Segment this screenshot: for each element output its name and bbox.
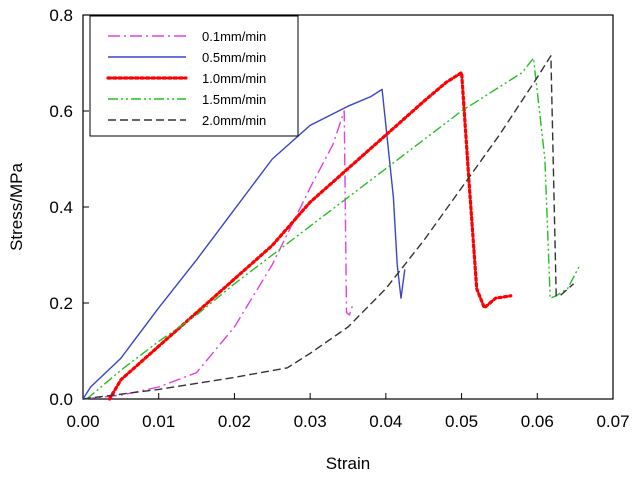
legend: 0.1mm/min 0.5mm/min 1.0mm/min 1.5mm/min 2.0m… <box>89 15 299 137</box>
x-tick-label: 0.07 <box>596 412 629 431</box>
x-axis: 0.00 0.01 0.02 0.03 0.04 0.05 0.06 0.07 <box>66 393 630 431</box>
x-tick-label: 0.03 <box>294 412 327 431</box>
x-tick-label: 0.02 <box>218 412 251 431</box>
series-line-0-1mm-min <box>82 110 354 400</box>
x-tick-label: 0.04 <box>369 412 402 431</box>
legend-label: 0.1mm/min <box>202 29 266 44</box>
x-tick-label: 0.06 <box>521 412 554 431</box>
y-tick-label: 0.2 <box>49 294 73 313</box>
series-line-0-5mm-min <box>82 88 406 400</box>
series-line-1-5mm-min <box>86 57 580 400</box>
legend-label: 1.5mm/min <box>202 92 266 107</box>
x-axis-title: Strain <box>326 454 370 473</box>
legend-box <box>89 15 299 137</box>
x-tick-label: 0.01 <box>142 412 175 431</box>
y-tick-label: 0.4 <box>49 198 73 217</box>
series-layer <box>82 55 580 401</box>
legend-label: 1.0mm/min <box>202 71 266 86</box>
legend-label: 0.5mm/min <box>202 50 266 65</box>
x-tick-label: 0.05 <box>445 412 478 431</box>
legend-label: 2.0mm/min <box>202 113 266 128</box>
x-tick-label: 0.00 <box>66 412 99 431</box>
y-axis-title: Stress/MPa <box>7 163 26 251</box>
y-tick-label: 0.6 <box>49 102 73 121</box>
y-tick-label: 0.8 <box>49 6 73 25</box>
y-tick-label: 0.0 <box>49 390 73 409</box>
series-line-2-0mm-min <box>82 55 575 400</box>
